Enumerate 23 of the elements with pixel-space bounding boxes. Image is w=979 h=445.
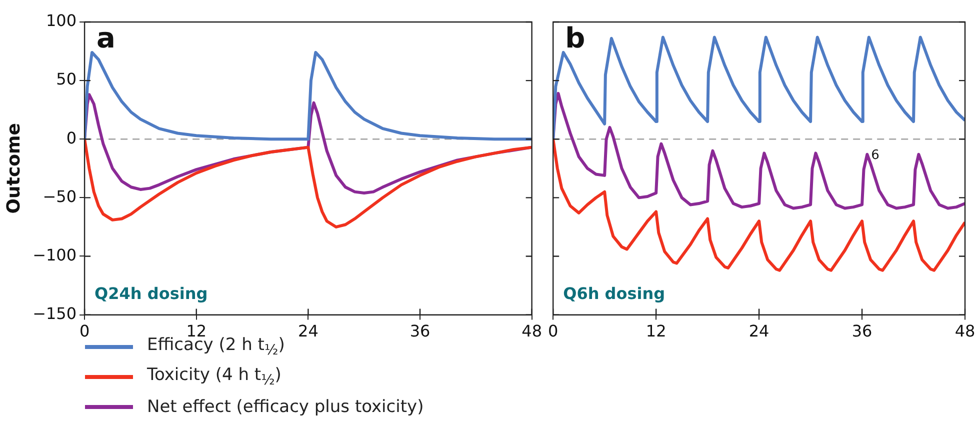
x-tick-label: 36: [852, 322, 872, 341]
x-tick-label: 0: [79, 322, 90, 341]
y-tick-label: −150: [32, 304, 77, 323]
chart-title: a: [96, 21, 116, 54]
annotation: Q6h dosing: [563, 284, 666, 303]
y-tick-label: −50: [42, 186, 77, 206]
chart-title: b: [565, 21, 586, 54]
x-tick-label: 12: [646, 322, 666, 341]
y-tick-label: 0: [66, 128, 77, 148]
annotation: 6: [871, 148, 880, 163]
annotation: Q24h dosing: [94, 284, 208, 303]
y-axis-title: Outcome: [3, 123, 24, 214]
legend-label: Net effect (efficacy plus toxicity): [147, 397, 424, 417]
x-tick-label: 48: [954, 322, 976, 341]
x-tick-label: 36: [410, 322, 430, 341]
y-tick-label: −100: [32, 245, 77, 264]
x-tick-label: 0: [548, 322, 558, 341]
x-tick-label: 48: [522, 322, 542, 341]
x-tick-label: 24: [298, 322, 318, 341]
x-tick-label: 24: [748, 322, 770, 341]
y-tick-label: 50: [56, 70, 77, 89]
y-tick-label: 100: [46, 11, 77, 30]
legend-label: Toxicity (4 h t$_{½}$): [147, 365, 282, 389]
